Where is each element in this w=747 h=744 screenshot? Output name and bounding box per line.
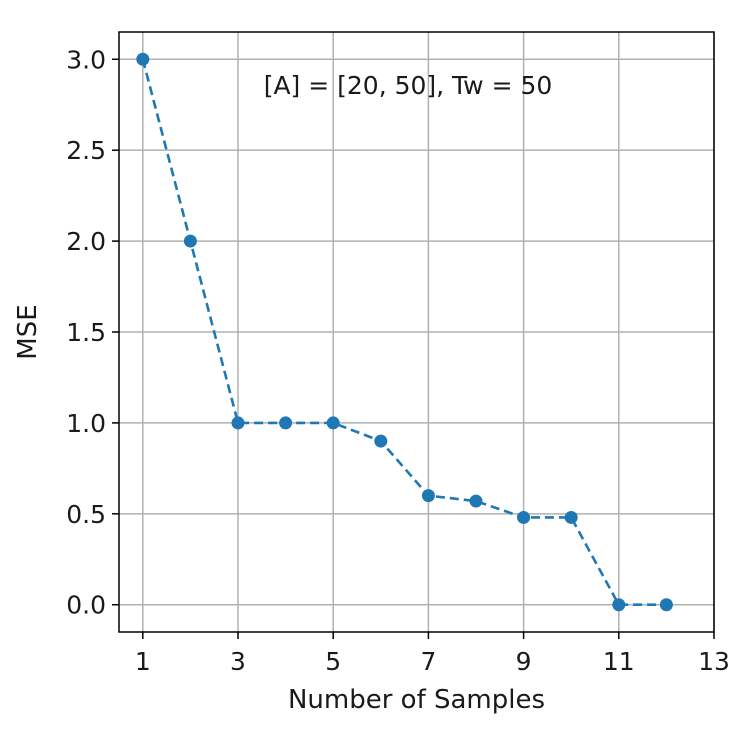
x-tick-label: 1 [135,647,151,676]
x-tick-label: 7 [420,647,436,676]
series-line [141,58,667,607]
y-tick-label: 2.0 [66,227,106,256]
data-point [612,598,626,612]
y-tick-label: 0.5 [66,500,106,529]
x-tick-label: 3 [230,647,246,676]
y-tick-label: 3.0 [66,45,106,74]
data-point [421,489,435,503]
y-tick-label: 1.0 [66,409,106,438]
data-point [564,510,578,524]
data-point [517,510,531,524]
data-point [326,416,340,430]
y-tick-label: 0.0 [66,591,106,620]
y-tick-label: 2.5 [66,136,106,165]
data-point [136,52,150,66]
ticks: 1 3 5 7 9 11 130.00.51.01.52.02.53.0 [66,45,730,676]
data-point [183,234,197,248]
data-point [659,598,673,612]
x-tick-label: 5 [325,647,341,676]
grid [119,32,715,632]
data-point [374,434,388,448]
y-tick-label: 1.5 [66,318,106,347]
x-tick-label: 9 [516,647,532,676]
data-point [469,494,483,508]
y-axis-label: MSE [13,304,43,359]
x-tick-label: 11 [603,647,635,676]
x-axis-label: Number of Samples [288,685,545,715]
chart-annotation: [A] = [20, 50], Tw = 50 [264,71,553,100]
series-layer [136,52,673,612]
data-point [231,416,245,430]
data-point [279,416,293,430]
x-tick-label: 13 [698,647,730,676]
